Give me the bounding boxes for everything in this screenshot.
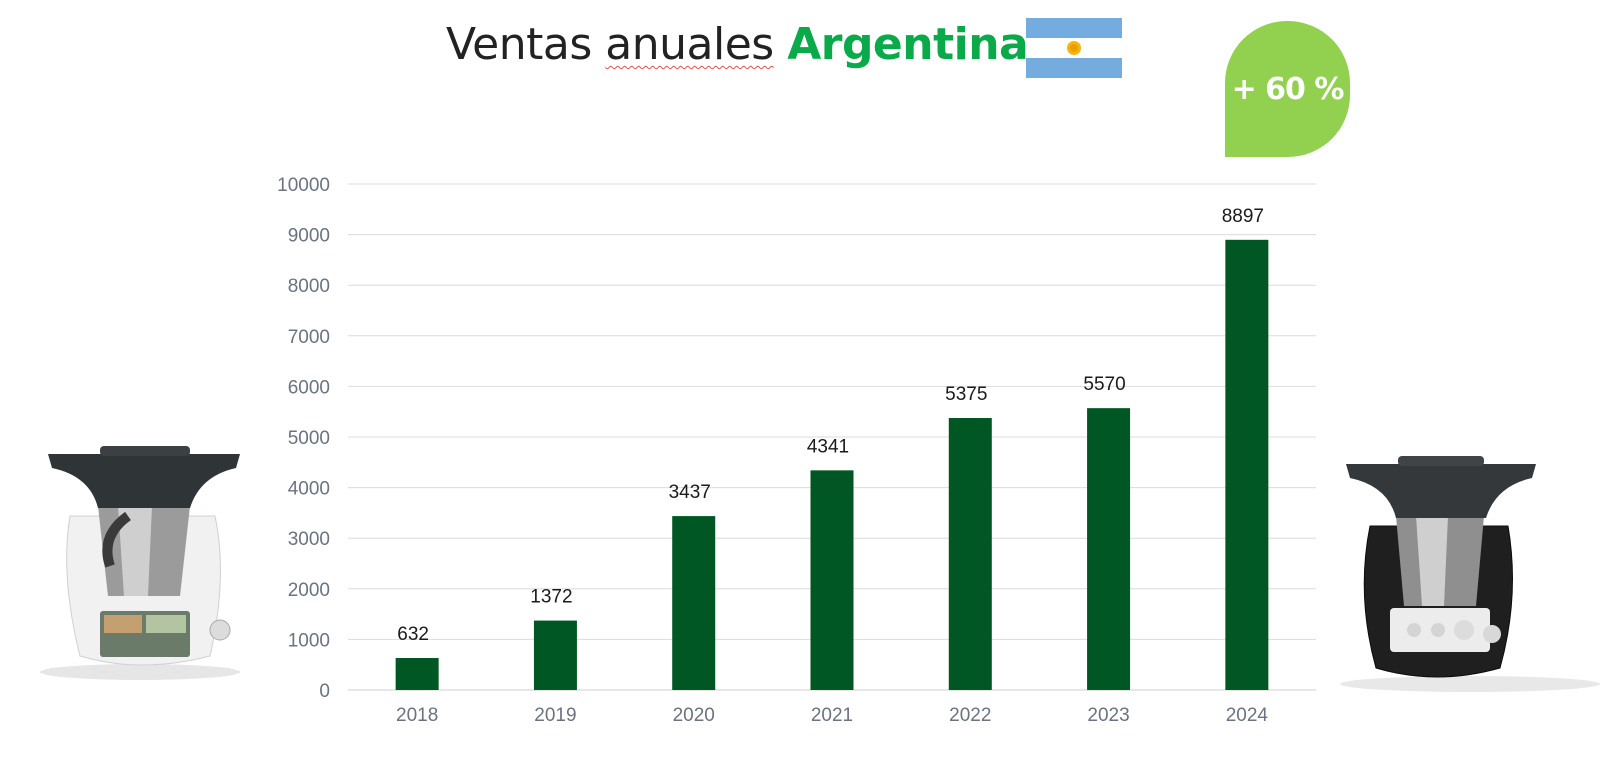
bar-2024 xyxy=(1225,239,1269,690)
data-label-2019: 1372 xyxy=(530,587,572,608)
data-label-2018: 632 xyxy=(397,624,429,645)
y-tick-label: 10000 xyxy=(277,175,330,196)
title-highlight: Argentina xyxy=(787,19,1029,70)
bar-2022 xyxy=(948,418,992,690)
y-tick-label: 0 xyxy=(319,681,330,702)
x-tick-label-2019: 2019 xyxy=(534,705,576,726)
y-tick-label: 9000 xyxy=(288,226,330,247)
x-tick-label-2023: 2023 xyxy=(1087,705,1129,726)
y-axis-ticks: 0 1000 2000 3000 4000 5000 6000 7000 8000 9000 100… xyxy=(277,175,330,702)
x-axis-ticks: 2018 2019 2020 2021 2022 2023 2024 xyxy=(396,705,1268,726)
y-tick-label: 7000 xyxy=(288,327,330,348)
argentina-flag-icon xyxy=(1026,18,1122,78)
growth-badge-text: + 60 % xyxy=(1231,71,1345,107)
bar-2019 xyxy=(533,620,577,690)
data-label-2020: 3437 xyxy=(669,482,711,503)
x-tick-label-2022: 2022 xyxy=(949,705,991,726)
y-tick-label: 8000 xyxy=(288,276,330,297)
y-tick-label: 5000 xyxy=(288,428,330,449)
x-tick-label-2024: 2024 xyxy=(1226,705,1269,726)
data-label-2023: 5570 xyxy=(1083,374,1125,395)
x-tick-label-2021: 2021 xyxy=(811,705,853,726)
thermomix-white-device-image xyxy=(40,446,240,680)
x-tick-label-2018: 2018 xyxy=(396,705,438,726)
y-tick-label: 2000 xyxy=(288,580,330,601)
y-tick-label: 1000 xyxy=(288,630,330,651)
bar-2018 xyxy=(395,658,439,690)
title-part-1: Ventas xyxy=(446,19,606,70)
bar-2020 xyxy=(672,516,716,690)
bar-2021 xyxy=(810,470,854,690)
y-tick-label: 6000 xyxy=(288,377,330,398)
data-label-2021: 4341 xyxy=(807,436,849,457)
growth-badge: + 60 % xyxy=(1225,21,1350,157)
bar-2023 xyxy=(1087,408,1131,690)
data-labels: 632 1372 3437 4341 5375 5570 8897 xyxy=(397,206,1264,645)
thermomix-black-device-image xyxy=(1340,456,1600,692)
title-part-2: anuales xyxy=(605,19,774,70)
x-tick-label-2020: 2020 xyxy=(673,705,715,726)
y-tick-label: 4000 xyxy=(288,479,330,500)
bars xyxy=(395,239,1269,690)
y-tick-label: 3000 xyxy=(288,529,330,550)
data-label-2024: 8897 xyxy=(1222,206,1264,227)
chart-title: Ventas anuales Argentina xyxy=(446,14,1029,76)
data-label-2022: 5375 xyxy=(945,384,987,405)
